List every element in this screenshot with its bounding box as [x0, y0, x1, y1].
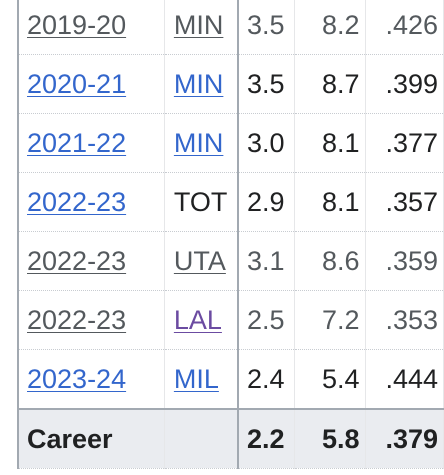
stat-cell: 2.4 — [237, 349, 295, 410]
season-link[interactable]: 2020-21 — [27, 68, 127, 99]
team-cell: MIN — [164, 113, 239, 173]
team-link[interactable]: UTA — [173, 245, 226, 276]
season-link[interactable]: 2022-23 — [27, 186, 127, 217]
season-cell: 2022-23 — [16, 231, 165, 291]
stat-cell: .426 — [365, 0, 444, 55]
season-link[interactable]: 2019-20 — [27, 9, 127, 40]
season-link[interactable]: 2021-22 — [27, 127, 127, 158]
season-cell: 2022-23 — [16, 172, 165, 232]
team-link[interactable]: MIN — [173, 9, 224, 40]
season-link[interactable]: 2022-23 — [27, 304, 127, 335]
team-link[interactable]: LAL — [173, 304, 222, 335]
career-stat-cell: 5.8 — [294, 408, 366, 469]
stat-cell: 8.6 — [294, 231, 366, 291]
team-cell: MIL — [164, 349, 239, 410]
stat-cell: 2.5 — [237, 290, 295, 350]
table-row: 2019-20 MIN 3.5 8.2 .426 — [16, 0, 444, 55]
stats-table: 2019-20 MIN 3.5 8.2 .426 2020-21 MIN 3.5… — [16, 0, 444, 469]
stat-cell: 8.2 — [294, 0, 366, 55]
stat-cell: 8.7 — [294, 54, 366, 114]
team-cell: MIN — [164, 0, 239, 55]
stat-cell: 3.5 — [237, 54, 295, 114]
table-row: 2023-24 MIL 2.4 5.4 .444 — [16, 349, 444, 410]
stat-cell: 5.4 — [294, 349, 366, 410]
stat-cell: 8.1 — [294, 113, 366, 173]
table-row: 2020-21 MIN 3.5 8.7 .399 — [16, 54, 444, 114]
team-cell: MIN — [164, 54, 239, 114]
stat-cell: .377 — [365, 113, 444, 173]
team-cell: LAL — [164, 290, 239, 350]
stat-cell: 3.1 — [237, 231, 295, 291]
stat-cell: 8.1 — [294, 172, 366, 232]
season-cell: 2021-22 — [16, 113, 165, 173]
season-cell: 2023-24 — [16, 349, 165, 410]
stat-cell: .399 — [365, 54, 444, 114]
stat-cell: 2.9 — [237, 172, 295, 232]
season-cell: 2022-23 — [16, 290, 165, 350]
stat-cell: .359 — [365, 231, 444, 291]
season-cell: 2019-20 — [16, 0, 165, 55]
stat-cell: .357 — [365, 172, 444, 232]
season-link[interactable]: 2022-23 — [27, 245, 127, 276]
season-link[interactable]: 2023-24 — [27, 363, 127, 394]
table-row: 2022-23 TOT 2.9 8.1 .357 — [16, 172, 444, 232]
table-row: 2021-22 MIN 3.0 8.1 .377 — [16, 113, 444, 173]
stat-cell: 3.5 — [237, 0, 295, 55]
stat-cell: .444 — [365, 349, 444, 410]
table-row: 2022-23 UTA 3.1 8.6 .359 — [16, 231, 444, 291]
career-label: Career — [16, 408, 165, 469]
team-link[interactable]: MIL — [173, 363, 219, 394]
career-stat-cell: 2.2 — [237, 408, 295, 469]
team-link[interactable]: MIN — [173, 127, 224, 158]
career-stat-cell: .379 — [365, 408, 444, 469]
stat-cell: 7.2 — [294, 290, 366, 350]
table-row: 2022-23 LAL 2.5 7.2 .353 — [16, 290, 444, 350]
stat-cell: 3.0 — [237, 113, 295, 173]
team-link[interactable]: MIN — [173, 68, 224, 99]
career-row: Career 2.2 5.8 .379 — [16, 408, 444, 469]
team-cell: TOT — [164, 172, 239, 232]
team-cell: UTA — [164, 231, 239, 291]
stat-cell: .353 — [365, 290, 444, 350]
season-cell: 2020-21 — [16, 54, 165, 114]
career-team-cell — [164, 408, 239, 469]
